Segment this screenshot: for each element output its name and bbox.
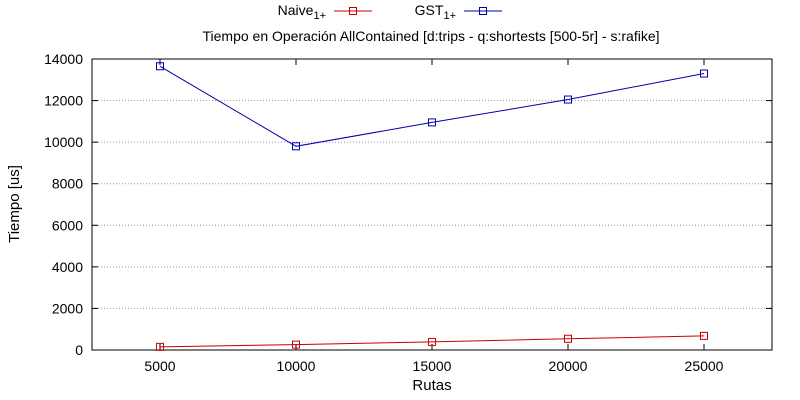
data-point-marker — [564, 334, 572, 343]
legend-label-text: GST — [415, 2, 444, 18]
y-tick-label: 8000 — [52, 176, 83, 192]
y-tick-label: 4000 — [52, 259, 83, 275]
chart-title: Tiempo en Operación AllContained [d:trip… — [202, 28, 659, 44]
legend-item: Naive1+ — [278, 2, 372, 22]
y-tick-label: 14000 — [44, 51, 83, 67]
x-tick-label: 20000 — [549, 358, 588, 374]
data-point-marker — [564, 95, 572, 104]
series-naive — [156, 331, 708, 351]
legend-label: GST1+ — [415, 2, 456, 22]
x-tick-label: 10000 — [277, 358, 316, 374]
y-tick-label: 10000 — [44, 134, 83, 150]
y-axis-ticks: 0 2000 4000 6000 8000 10000 12000 14000 — [44, 51, 772, 358]
data-point-marker — [428, 337, 436, 346]
series-line — [159, 335, 705, 348]
y-tick-label: 2000 — [52, 300, 83, 316]
y-tick-label: 12000 — [44, 93, 83, 109]
y-tick-label: 0 — [75, 342, 83, 358]
legend-marker — [479, 7, 487, 15]
legend: Naive1+ GST1+ — [278, 2, 502, 22]
data-point-marker — [428, 118, 436, 127]
data-point-marker — [156, 342, 164, 351]
legend-label: Naive1+ — [278, 2, 326, 22]
grid-lines — [92, 100, 772, 309]
x-tick-label: 15000 — [413, 358, 452, 374]
legend-label-subscript: 1+ — [443, 10, 456, 22]
legend-item: GST1+ — [415, 2, 502, 22]
data-point-marker — [700, 331, 708, 340]
legend-label-subscript: 1+ — [313, 10, 326, 22]
data-point-marker — [156, 62, 164, 71]
series-gst — [156, 62, 708, 151]
x-axis-label: Rutas — [412, 377, 451, 394]
y-tick-label: 6000 — [52, 217, 83, 233]
data-point-marker — [292, 142, 300, 151]
x-tick-label: 5000 — [144, 358, 175, 374]
legend-marker — [349, 7, 357, 15]
y-axis-label: Tiempo [us] — [6, 165, 23, 243]
data-point-marker — [700, 69, 708, 78]
x-axis-ticks: 5000 10000 15000 20000 25000 — [144, 59, 724, 374]
x-tick-label: 25000 — [685, 358, 724, 374]
series-line — [159, 65, 705, 147]
legend-label-text: Naive — [278, 2, 314, 18]
data-point-marker — [292, 340, 300, 349]
series-layer — [156, 62, 708, 351]
plot-frame — [91, 58, 773, 351]
